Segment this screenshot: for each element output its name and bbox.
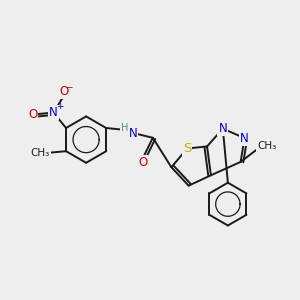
Text: H: H <box>121 123 128 133</box>
Text: O: O <box>59 85 68 98</box>
Text: CH₃: CH₃ <box>257 141 276 152</box>
Text: S: S <box>183 142 191 155</box>
Text: −: − <box>65 82 74 93</box>
Text: N: N <box>240 132 249 145</box>
Text: O: O <box>28 107 38 121</box>
Text: CH₃: CH₃ <box>31 148 50 158</box>
Text: +: + <box>56 102 63 111</box>
Text: N: N <box>218 122 227 135</box>
Text: N: N <box>128 127 137 140</box>
Text: O: O <box>138 156 147 169</box>
Text: N: N <box>49 106 58 119</box>
